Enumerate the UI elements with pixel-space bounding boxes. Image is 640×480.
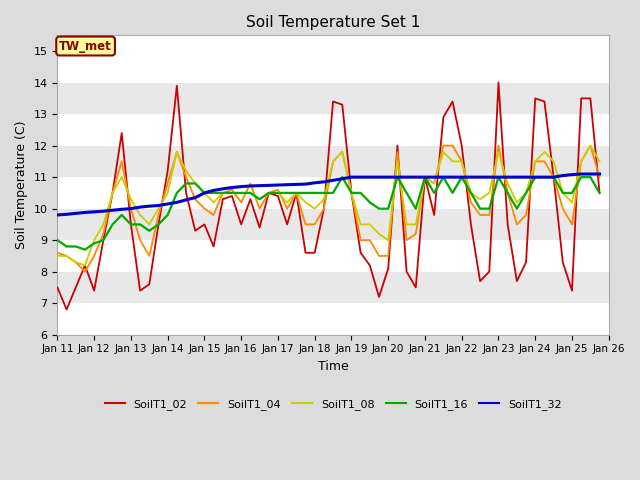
SoilT1_04 [403, 237, 410, 243]
Bar [58, 51, 609, 83]
SoilT1_08 [596, 158, 604, 164]
SoilT1_16 [246, 190, 254, 196]
SoilT1_04 [440, 143, 447, 148]
SoilT1_02 [596, 190, 604, 196]
SoilT1_16 [155, 222, 163, 228]
SoilT1_32 [394, 174, 401, 180]
SoilT1_32 [191, 195, 199, 201]
SoilT1_16 [339, 174, 346, 180]
SoilT1_02 [63, 307, 70, 312]
SoilT1_04 [155, 212, 163, 218]
Bar [58, 209, 609, 240]
Bar [58, 177, 609, 209]
SoilT1_04 [81, 269, 89, 275]
SoilT1_32 [145, 203, 153, 209]
SoilT1_08 [586, 143, 594, 148]
SoilT1_02 [200, 222, 208, 228]
SoilT1_02 [403, 269, 410, 275]
SoilT1_08 [246, 190, 254, 196]
SoilT1_16 [54, 237, 61, 243]
Title: Soil Temperature Set 1: Soil Temperature Set 1 [246, 15, 420, 30]
SoilT1_02 [495, 80, 502, 85]
Line: SoilT1_16: SoilT1_16 [58, 177, 600, 250]
SoilT1_08 [81, 263, 89, 268]
Legend: SoilT1_02, SoilT1_04, SoilT1_08, SoilT1_16, SoilT1_32: SoilT1_02, SoilT1_04, SoilT1_08, SoilT1_… [100, 394, 566, 414]
SoilT1_04 [200, 206, 208, 212]
Bar [58, 272, 609, 303]
SoilT1_02 [237, 222, 245, 228]
SoilT1_04 [219, 190, 227, 196]
SoilT1_08 [155, 206, 163, 212]
SoilT1_32 [577, 171, 585, 177]
Bar [58, 36, 609, 51]
SoilT1_32 [210, 188, 218, 193]
SoilT1_32 [54, 212, 61, 218]
Bar [58, 240, 609, 272]
SoilT1_32 [237, 184, 245, 190]
Bar [58, 303, 609, 335]
X-axis label: Time: Time [317, 360, 348, 373]
SoilT1_04 [54, 250, 61, 256]
SoilT1_16 [219, 190, 227, 196]
SoilT1_32 [596, 171, 604, 177]
SoilT1_02 [219, 196, 227, 202]
SoilT1_16 [200, 190, 208, 196]
SoilT1_08 [200, 190, 208, 196]
SoilT1_16 [237, 190, 245, 196]
SoilT1_08 [237, 190, 245, 196]
SoilT1_08 [219, 190, 227, 196]
SoilT1_16 [412, 206, 420, 212]
SoilT1_32 [228, 185, 236, 191]
SoilT1_02 [54, 285, 61, 290]
SoilT1_08 [403, 222, 410, 228]
SoilT1_02 [246, 196, 254, 202]
Line: SoilT1_08: SoilT1_08 [58, 145, 600, 265]
SoilT1_04 [237, 200, 245, 205]
Line: SoilT1_02: SoilT1_02 [58, 83, 600, 310]
SoilT1_16 [596, 190, 604, 196]
Bar [58, 114, 609, 145]
SoilT1_04 [246, 180, 254, 186]
Line: SoilT1_04: SoilT1_04 [58, 145, 600, 272]
SoilT1_08 [54, 253, 61, 259]
SoilT1_02 [155, 222, 163, 228]
Text: TW_met: TW_met [60, 39, 112, 52]
SoilT1_04 [596, 174, 604, 180]
Bar [58, 83, 609, 114]
Y-axis label: Soil Temperature (C): Soil Temperature (C) [15, 121, 28, 249]
SoilT1_16 [81, 247, 89, 252]
Line: SoilT1_32: SoilT1_32 [58, 174, 600, 215]
Bar [58, 145, 609, 177]
